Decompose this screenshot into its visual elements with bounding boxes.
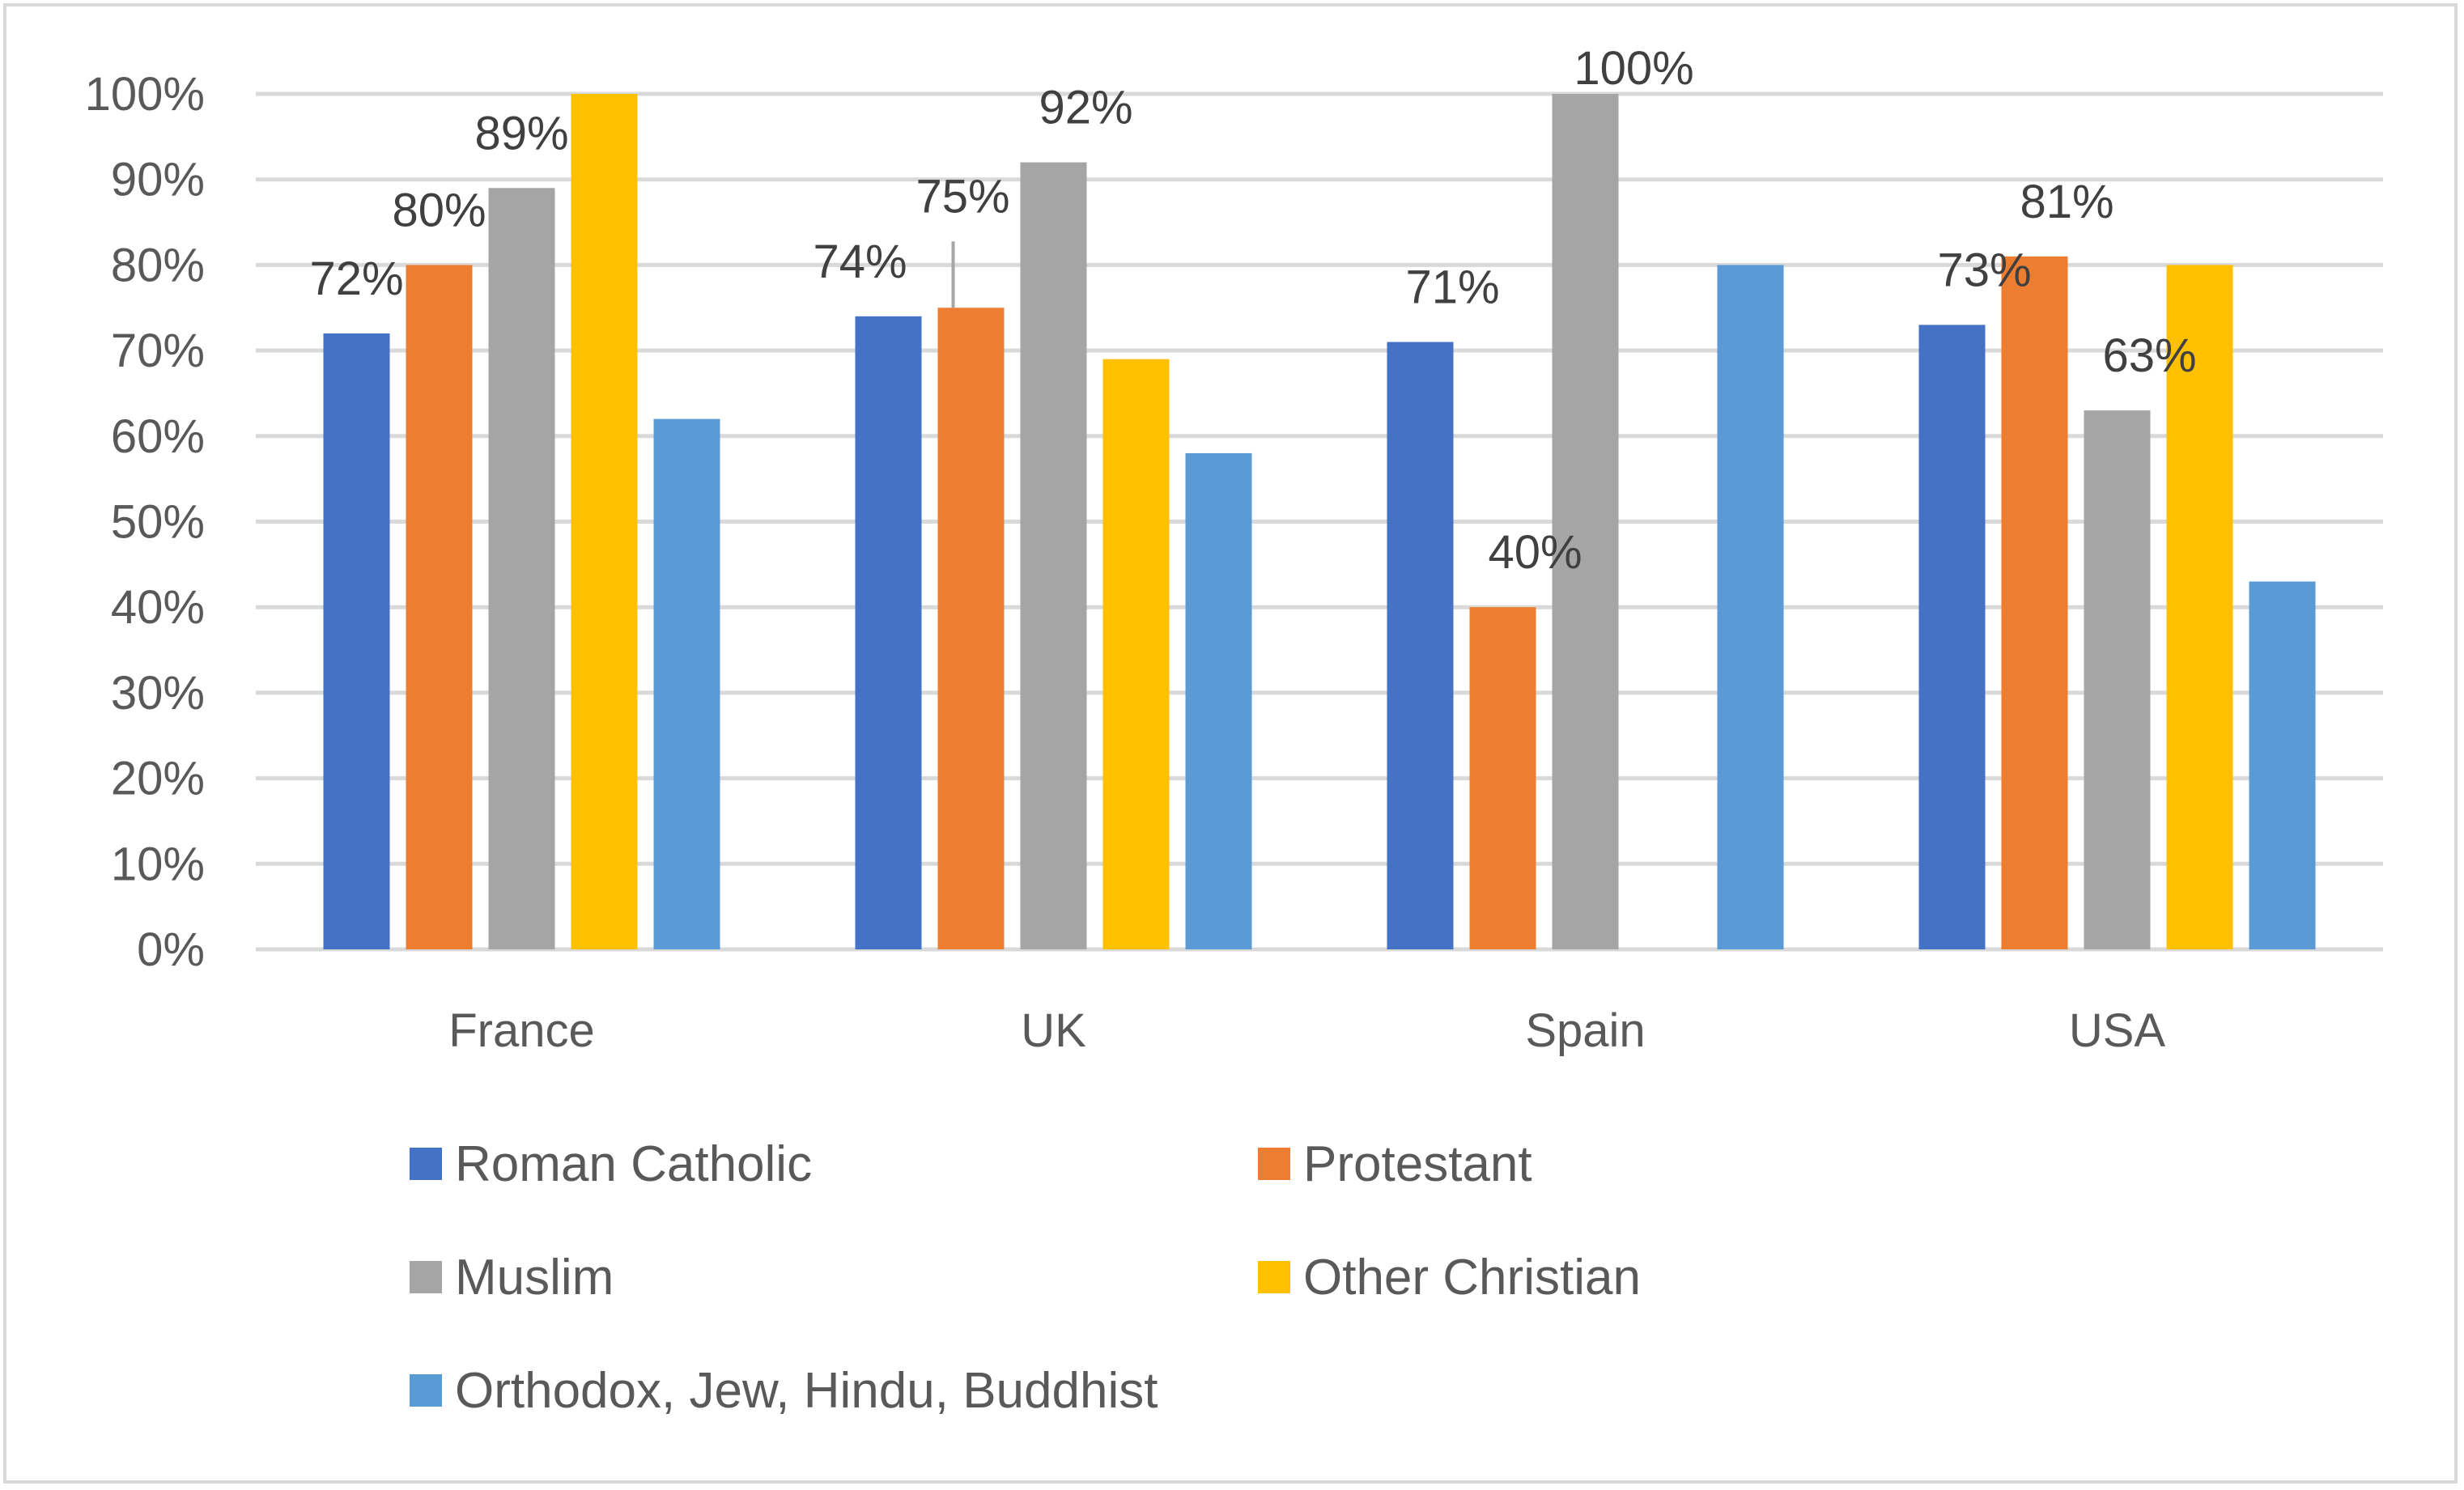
- data-label: 80%: [392, 184, 486, 236]
- data-label: 81%: [2020, 176, 2114, 228]
- bar: [937, 308, 1005, 949]
- bar: [406, 265, 473, 949]
- bar: [855, 316, 922, 949]
- y-tick-label: 10%: [111, 838, 205, 890]
- bar: [2084, 410, 2151, 950]
- bar: [1918, 325, 1986, 949]
- chart-frame: 0% 10% 20% 30% 40% 50% 60% 70% 80% 90% 100% 72% 80%…: [3, 3, 2458, 1484]
- bar: [653, 418, 720, 949]
- data-label: 71%: [1405, 261, 1499, 314]
- x-axis-categories: France UK Spain USA: [448, 1004, 2165, 1057]
- legend-label: Orthodox, Jew, Hindu, Buddhist: [455, 1362, 1158, 1419]
- legend-item: Roman Catholic: [410, 1131, 812, 1196]
- bar: [323, 333, 390, 950]
- legend-swatch: [410, 1148, 442, 1180]
- data-labels: 72% 80% 89% 74%75% 92% 71% 40% 100% 73% 81% 63%: [309, 42, 2196, 579]
- y-tick-label: 90%: [111, 154, 205, 206]
- legend-item: Muslim: [410, 1245, 614, 1310]
- bar: [2166, 265, 2233, 949]
- bar: [1469, 607, 1536, 949]
- bar: [1102, 359, 1170, 949]
- x-category-label: USA: [2069, 1004, 2166, 1057]
- legend-swatch: [410, 1374, 442, 1407]
- x-category-label: UK: [1021, 1004, 1086, 1057]
- y-tick-label: 20%: [111, 753, 205, 805]
- legend-item: Protestant: [1258, 1131, 1532, 1196]
- bar: [2249, 581, 2316, 949]
- y-tick-label: 0%: [137, 923, 205, 976]
- legend-swatch: [1258, 1261, 1290, 1293]
- y-tick-label: 30%: [111, 667, 205, 720]
- x-category-label: Spain: [1525, 1004, 1645, 1057]
- data-label: 40%: [1488, 526, 1582, 579]
- bars: [323, 94, 2316, 950]
- data-label: 89%: [474, 107, 568, 159]
- data-label: 74%: [813, 236, 907, 288]
- data-label: 72%: [309, 253, 403, 305]
- x-category-label: France: [448, 1004, 595, 1057]
- legend-swatch: [1258, 1148, 1290, 1180]
- legend-label: Protestant: [1303, 1136, 1532, 1192]
- y-tick-label: 80%: [111, 239, 205, 291]
- y-tick-label: 50%: [111, 496, 205, 549]
- legend-swatch: [410, 1261, 442, 1293]
- legend-item: Orthodox, Jew, Hindu, Buddhist: [410, 1358, 1158, 1423]
- bar: [1387, 342, 1454, 949]
- bar: [1185, 452, 1252, 949]
- bar: [2001, 256, 2068, 950]
- bar-chart: 0% 10% 20% 30% 40% 50% 60% 70% 80% 90% 100% 72% 80%…: [85, 42, 2383, 1057]
- y-tick-label: 70%: [111, 325, 205, 377]
- y-tick-label: 40%: [111, 581, 205, 634]
- y-axis-ticks: 0% 10% 20% 30% 40% 50% 60% 70% 80% 90% 100%: [85, 68, 205, 976]
- legend-label: Other Christian: [1303, 1249, 1641, 1305]
- legend-label: Muslim: [455, 1249, 614, 1305]
- data-label: 73%: [1937, 244, 2031, 296]
- data-label: 75%: [916, 170, 1009, 223]
- bar: [1717, 265, 1784, 949]
- data-label: 63%: [2102, 329, 2196, 382]
- legend-label: Roman Catholic: [455, 1136, 813, 1192]
- y-tick-label: 60%: [111, 410, 205, 463]
- bar: [1020, 162, 1087, 949]
- data-label: 100%: [1574, 42, 1693, 95]
- legend-item: Other Christian: [1258, 1245, 1641, 1310]
- bar: [488, 188, 555, 949]
- bar: [1552, 94, 1619, 949]
- y-tick-label: 100%: [85, 68, 205, 121]
- data-label: 92%: [1039, 82, 1132, 134]
- bar: [571, 94, 638, 949]
